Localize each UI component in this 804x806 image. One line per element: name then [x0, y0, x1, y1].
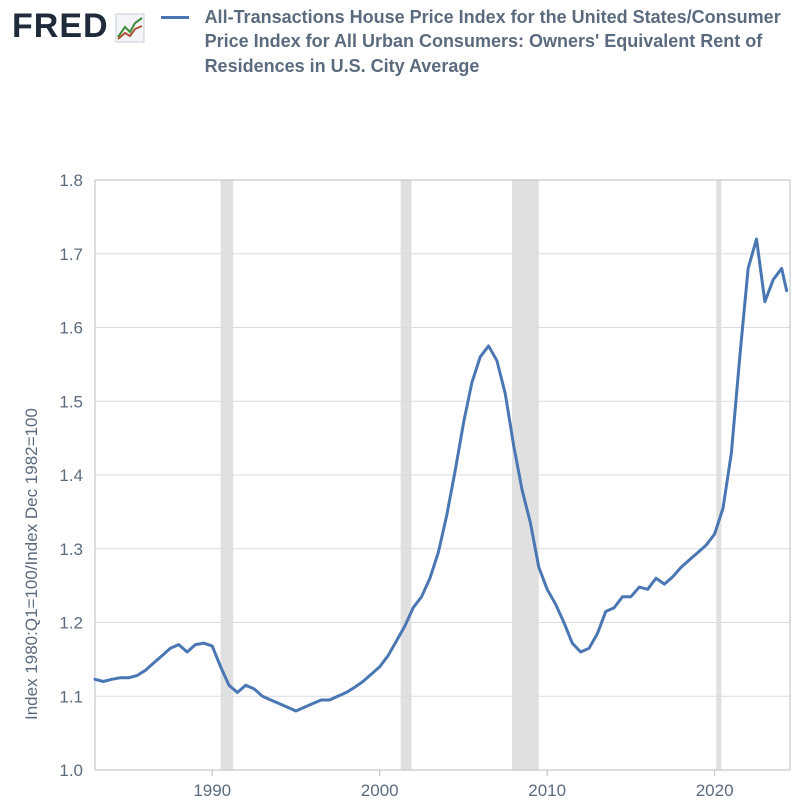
fred-chart-canvas: FRED All-Transactions House Price Index … [0, 0, 804, 806]
fred-logo: FRED [12, 5, 145, 46]
svg-text:1.6: 1.6 [59, 319, 83, 338]
svg-text:2020: 2020 [696, 781, 734, 800]
svg-text:1.2: 1.2 [59, 614, 83, 633]
chart-svg: 1.0 1.1 1.2 1.3 1.4 1.5 1.6 1.7 1.8 1990 2000 2010 2… [0, 170, 804, 806]
svg-text:1.1: 1.1 [59, 687, 83, 706]
plot-area: Index 1980:Q1=100/Index Dec 1982=100 1.0… [0, 170, 804, 806]
svg-text:2010: 2010 [528, 781, 566, 800]
svg-text:1.0: 1.0 [59, 761, 83, 780]
chart-header: FRED All-Transactions House Price Index … [12, 5, 792, 78]
svg-text:1.4: 1.4 [59, 466, 83, 485]
svg-text:2000: 2000 [361, 781, 399, 800]
svg-text:1.3: 1.3 [59, 540, 83, 559]
svg-text:1990: 1990 [193, 781, 231, 800]
legend-line-swatch [161, 16, 189, 19]
fred-logo-text: FRED [12, 7, 109, 46]
y-axis-label: Index 1980:Q1=100/Index Dec 1982=100 [22, 408, 42, 720]
svg-text:1.8: 1.8 [59, 171, 83, 190]
svg-text:1.7: 1.7 [59, 245, 83, 264]
svg-text:1.5: 1.5 [59, 392, 83, 411]
chart-icon [115, 13, 145, 43]
legend-title: All-Transactions House Price Index for t… [205, 5, 792, 78]
